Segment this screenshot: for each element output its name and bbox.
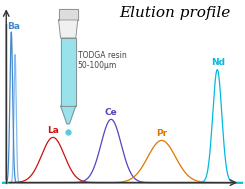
Text: Ce: Ce <box>105 108 118 117</box>
Polygon shape <box>61 106 76 124</box>
Text: TODGA resin
50-100μm: TODGA resin 50-100μm <box>78 51 126 70</box>
Text: Ba: Ba <box>7 22 20 30</box>
Polygon shape <box>59 20 78 38</box>
Text: Nd: Nd <box>211 58 226 67</box>
Text: La: La <box>47 126 59 135</box>
Polygon shape <box>61 38 76 106</box>
Text: Pr: Pr <box>156 129 167 138</box>
Text: Elution profile: Elution profile <box>120 6 231 20</box>
